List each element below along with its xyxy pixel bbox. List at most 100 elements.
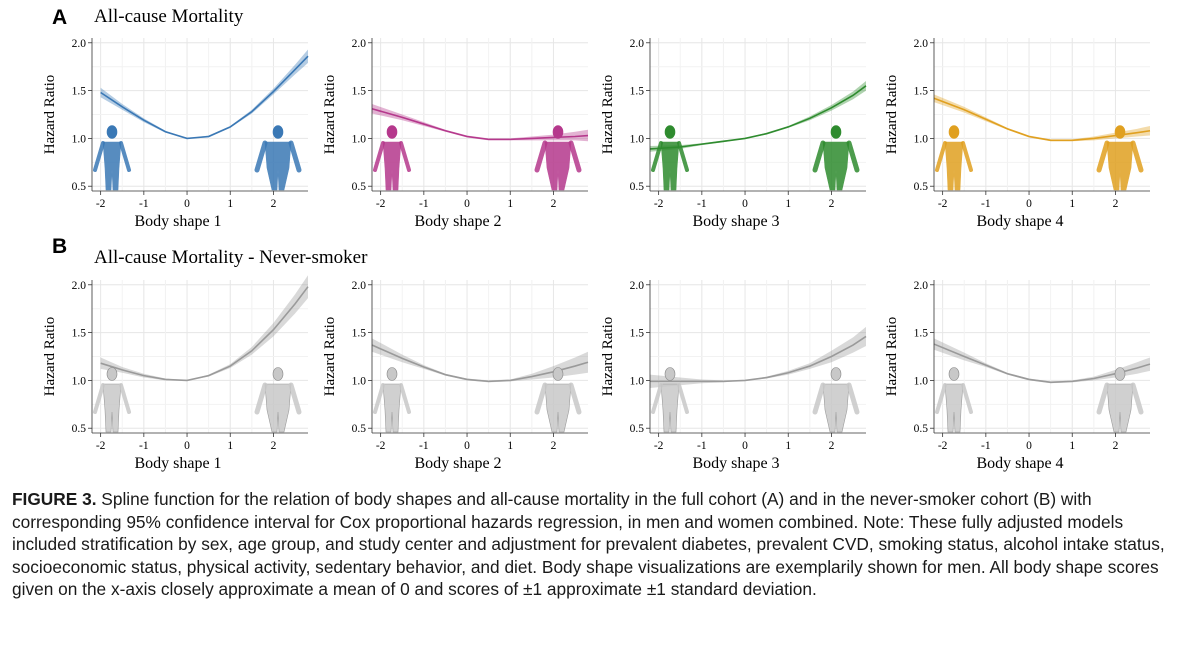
x-tick-label: -2 (96, 440, 106, 452)
chart-8: -2 -1 0 1 2 0.5 1.0 1.5 2.0 Body shape 4 Hazard Ra… (884, 280, 1151, 472)
figure-head (552, 125, 564, 139)
y-tick-label: 0.5 (352, 181, 367, 193)
figure-left-arm (935, 383, 947, 414)
figure-right-arm (119, 141, 131, 172)
chart-7: -2 -1 0 1 2 0.5 1.0 1.5 2.0 Body shape 3 Hazard Ra… (600, 280, 867, 472)
y-tick-label: 1.5 (72, 86, 87, 98)
x-tick-label: 1 (785, 198, 791, 210)
figure-right-arm (961, 141, 973, 172)
figure-left-arm (373, 141, 385, 172)
x-tick-label: 2 (551, 440, 557, 452)
body-figure-right (254, 125, 302, 191)
x-tick-label: 0 (464, 440, 470, 452)
figure-left-arm (534, 382, 548, 415)
x-tick-label: -2 (376, 198, 386, 210)
y-tick-label: 1.5 (630, 86, 645, 98)
gridlines (372, 280, 588, 433)
figure-head (948, 367, 960, 381)
x-tick-label: -1 (697, 440, 707, 452)
y-axis-label: Hazard Ratio (600, 317, 616, 397)
figure-left-arm (93, 383, 105, 414)
figure-left-arm (651, 383, 663, 414)
x-axis-label: Body shape 4 (976, 455, 1063, 472)
y-tick-label: 1.5 (352, 86, 367, 98)
body-figure-right (254, 367, 302, 433)
x-axis-label: Body shape 2 (414, 213, 501, 230)
body-figure-left (935, 367, 973, 433)
y-tick-label: 0.5 (914, 181, 929, 193)
figure-left-arm (93, 141, 105, 172)
body-figure-left (935, 125, 973, 191)
chart-3: -2 -1 0 1 2 0.5 1.0 1.5 2.0 Body shape 3 Hazard Ra… (600, 38, 867, 230)
x-tick-label: 2 (829, 440, 835, 452)
y-tick-label: 0.5 (914, 423, 929, 435)
chart-1: -2 -1 0 1 2 0.5 1.0 1.5 2.0 Body shape 1 Hazard Ra… (42, 38, 309, 230)
y-axis-label: Hazard Ratio (884, 75, 900, 155)
figure-head (552, 367, 564, 381)
panel-b-title: All-cause Mortality - Never-smoker (94, 247, 368, 268)
figure-head (272, 367, 284, 381)
caption-label: FIGURE 3. (12, 489, 97, 509)
y-tick-label: 1.5 (630, 328, 645, 340)
figure-torso-legs (264, 141, 292, 191)
figure-head (664, 125, 676, 139)
figure-torso-legs (544, 383, 572, 433)
y-tick-label: 1.5 (352, 328, 367, 340)
figure-left-arm (812, 140, 826, 173)
caption-text: Spline function for the relation of body… (12, 489, 1165, 600)
figure-left-arm (812, 382, 826, 415)
x-tick-label: -1 (697, 198, 707, 210)
figure-torso-legs (822, 383, 850, 433)
figure-torso-legs (544, 141, 572, 191)
spline-line (650, 335, 867, 383)
y-tick-label: 2.0 (72, 38, 87, 50)
y-tick-label: 1.5 (914, 328, 929, 340)
x-tick-label: -1 (139, 198, 149, 210)
x-tick-label: 2 (1113, 198, 1119, 210)
y-tick-label: 1.0 (630, 375, 645, 387)
figure-torso-legs (660, 383, 680, 433)
y-tick-label: 1.0 (914, 133, 929, 145)
y-tick-label: 0.5 (630, 181, 645, 193)
x-tick-label: 2 (271, 440, 277, 452)
figure-head (664, 367, 676, 381)
figure-left-arm (935, 141, 947, 172)
x-tick-label: -1 (419, 198, 429, 210)
body-figure-right (534, 367, 582, 433)
x-tick-label: 2 (551, 198, 557, 210)
y-axis-label: Hazard Ratio (884, 317, 900, 397)
x-tick-label: 1 (1069, 440, 1075, 452)
chart-4: -2 -1 0 1 2 0.5 1.0 1.5 2.0 Body shape 4 Hazard Ra… (884, 38, 1151, 230)
figure-torso-legs (382, 141, 402, 191)
x-tick-label: 1 (1069, 198, 1075, 210)
body-figure-left (373, 125, 411, 191)
figure-left-arm (651, 141, 663, 172)
y-tick-label: 2.0 (914, 280, 929, 292)
chart-6: -2 -1 0 1 2 0.5 1.0 1.5 2.0 Body shape 2 Hazard Ra… (322, 280, 589, 472)
body-figure-left (373, 367, 411, 433)
x-tick-label: 1 (507, 198, 513, 210)
y-axis-label: Hazard Ratio (42, 317, 58, 397)
y-tick-label: 1.0 (914, 375, 929, 387)
x-axis-label: Body shape 3 (692, 455, 779, 472)
chart-2: -2 -1 0 1 2 0.5 1.0 1.5 2.0 Body shape 2 Hazard Ra… (322, 38, 589, 230)
spline-line (100, 286, 309, 382)
figure-head (106, 367, 118, 381)
figure-head (948, 125, 960, 139)
y-axis-label: Hazard Ratio (42, 75, 58, 155)
figure-left-arm (1096, 382, 1110, 415)
figure-right-arm (1130, 382, 1144, 415)
figure-caption: FIGURE 3. Spline function for the relati… (12, 488, 1190, 601)
y-tick-label: 2.0 (352, 38, 367, 50)
figure-left-arm (534, 140, 548, 173)
figure-left-arm (254, 140, 268, 173)
y-tick-label: 1.0 (630, 133, 645, 145)
x-axis-label: Body shape 1 (134, 455, 221, 472)
figure-left-arm (1096, 140, 1110, 173)
figure-head (272, 125, 284, 139)
figure-right-arm (677, 141, 689, 172)
figure-torso-legs (1106, 141, 1134, 191)
gridlines (650, 280, 866, 433)
x-tick-label: 0 (184, 198, 190, 210)
y-tick-label: 0.5 (72, 423, 87, 435)
